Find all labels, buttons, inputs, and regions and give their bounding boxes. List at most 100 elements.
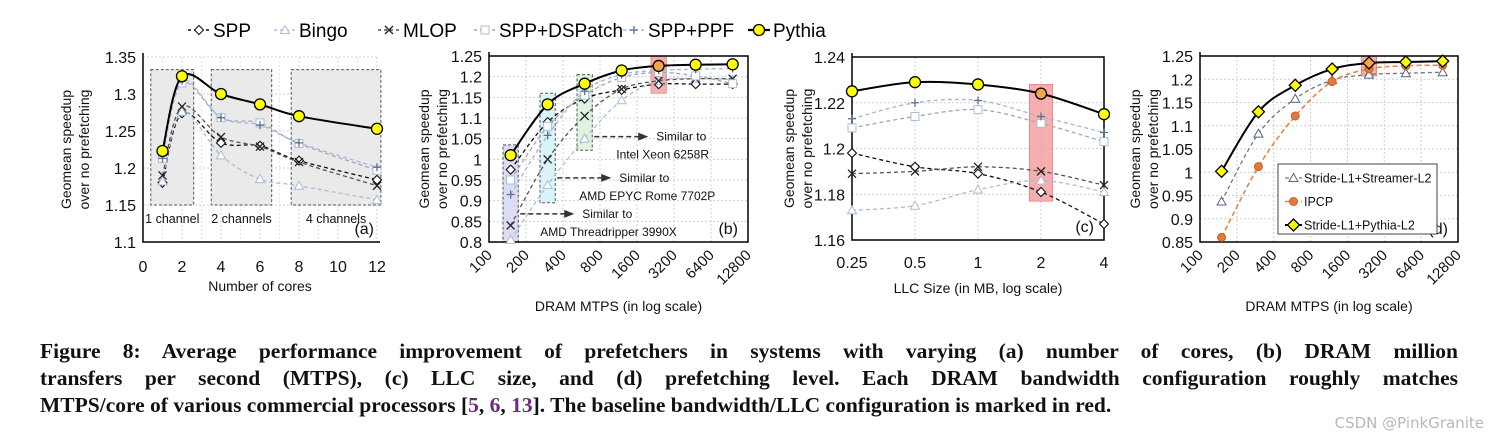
y-tick-label: 1.2 — [1171, 72, 1193, 89]
legend-marker — [384, 25, 394, 35]
y-tick-label: 1.1 — [460, 111, 482, 128]
region-label: 4 channels — [306, 212, 366, 226]
caption-line-1: Figure 8: Average performance improvemen… — [40, 339, 1458, 363]
data-point — [506, 190, 515, 199]
data-point — [728, 79, 738, 89]
x-tick-label: 1600 — [1319, 247, 1355, 283]
annotation-text: Intel Xeon 6258R — [616, 148, 709, 162]
y-tick-label: 1.25 — [105, 124, 136, 141]
data-point — [1098, 218, 1110, 230]
config-region — [290, 69, 382, 206]
data-point — [506, 175, 516, 185]
data-point — [1437, 66, 1449, 77]
panel-label: (c) — [1075, 219, 1094, 236]
x-tick-label: 4 — [1100, 255, 1109, 272]
data-point — [972, 168, 984, 179]
legend-marker — [193, 24, 205, 36]
data-point — [1362, 56, 1376, 70]
data-point — [689, 58, 702, 71]
config-region — [539, 92, 556, 204]
data-point — [177, 102, 187, 112]
y-tick-label: 1.1 — [114, 235, 136, 252]
data-point — [506, 221, 516, 230]
arrow-head-icon — [564, 209, 575, 218]
annotation-text: AMD EPYC Rome 7702P — [579, 189, 715, 203]
x-tick-label: 0.5 — [904, 255, 926, 272]
data-point — [543, 154, 553, 164]
region-label: 1 channel — [145, 212, 199, 226]
y-tick-label: 1.16 — [814, 233, 845, 250]
y-tick-label: 1.05 — [1162, 142, 1193, 159]
y-tick-label: 0.95 — [1162, 189, 1193, 206]
data-point — [910, 111, 920, 121]
series-mlop — [158, 102, 382, 191]
data-point — [909, 200, 921, 210]
legend-label: SPP — [213, 21, 251, 42]
data-point — [1363, 69, 1375, 79]
legend-marker — [630, 26, 638, 34]
data-point — [652, 59, 665, 73]
y-axis-label: over no prefetching — [799, 89, 815, 209]
x-tick-label: 12 — [368, 259, 386, 276]
data-point — [1398, 55, 1413, 69]
x-tick-label: 800 — [577, 247, 607, 277]
legend-marker — [279, 24, 291, 34]
data-point — [847, 123, 857, 133]
data-point — [1099, 180, 1109, 190]
legend-marker — [752, 23, 766, 37]
data-point — [909, 161, 921, 173]
citation-link[interactable]: 13 — [511, 393, 533, 417]
data-point — [616, 94, 627, 105]
data-point — [617, 84, 627, 94]
legend-marker — [480, 25, 490, 35]
x-tick-label: 10 — [329, 259, 347, 276]
legend-label: Bingo — [299, 21, 348, 42]
y-tick-label: 1.3 — [114, 87, 136, 104]
data-point — [253, 98, 267, 111]
data-point — [1289, 93, 1301, 103]
data-point — [1097, 108, 1111, 121]
x-tick-label: 1 — [974, 255, 983, 272]
x-tick-label: 6400 — [1392, 247, 1428, 283]
data-point — [1327, 77, 1337, 87]
citation-link[interactable]: 6 — [489, 393, 501, 417]
x-tick-label: 2 — [1037, 255, 1046, 272]
watermark: CSDN @PinkGranite — [1334, 414, 1484, 432]
data-point — [371, 194, 383, 204]
legend-label: Stride-L1+Streamer-L2 — [1304, 172, 1432, 186]
series-line — [161, 111, 378, 201]
x-tick-label: 200 — [503, 247, 533, 277]
data-point — [215, 149, 227, 160]
y-tick-label: 1.05 — [451, 132, 482, 149]
series-mlop — [847, 162, 1109, 190]
citation-link[interactable]: 5 — [468, 393, 479, 417]
y-tick-label: 1.24 — [814, 50, 845, 67]
y-tick-label: 0.9 — [460, 194, 482, 211]
x-tick-label: 0.25 — [836, 255, 867, 272]
data-point — [256, 121, 264, 130]
axes — [142, 53, 380, 243]
data-point — [847, 169, 857, 179]
legend-label: MLOP — [403, 21, 457, 42]
data-point — [216, 132, 226, 142]
data-point — [972, 184, 984, 194]
data-point — [846, 147, 858, 159]
data-point — [542, 179, 553, 189]
config-region — [150, 69, 195, 206]
y-tick-label: 0.85 — [1162, 235, 1193, 252]
annotation-text: Similar to — [582, 207, 632, 221]
x-axis-label: Number of cores — [208, 278, 311, 294]
data-point — [156, 144, 169, 158]
chart-panel-a: 1.1 1.15 1.2 1.25 1.3 1.35 0 2 4 6 8 10 12 1 channel 2… — [58, 50, 386, 294]
data-point — [1037, 112, 1045, 121]
y-tick-label: 0.95 — [451, 173, 482, 190]
y-tick-label: 1.35 — [105, 50, 136, 67]
series-spp-dspatch — [847, 105, 1109, 147]
data-point — [214, 87, 228, 101]
x-tick-label: 1600 — [608, 247, 644, 283]
series-pythia — [504, 58, 739, 162]
data-point — [373, 163, 381, 172]
data-point — [971, 78, 985, 91]
caption-line-2: transfers per second (MTPS), (c) LLC siz… — [40, 366, 1458, 390]
